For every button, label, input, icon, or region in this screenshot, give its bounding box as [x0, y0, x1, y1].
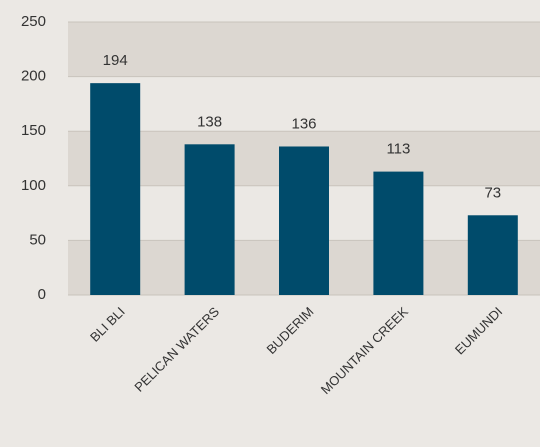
- bar: [184, 144, 235, 295]
- bar: [467, 215, 518, 295]
- y-tick-label: 0: [38, 286, 46, 303]
- y-tick-label: 200: [21, 68, 46, 85]
- bar: [373, 171, 424, 295]
- y-tick-label: 150: [21, 122, 46, 139]
- bar: [279, 146, 329, 295]
- value-label: 73: [484, 184, 501, 201]
- value-label: 138: [197, 113, 222, 130]
- value-label: 136: [291, 115, 316, 132]
- bar: [90, 83, 141, 295]
- y-tick-label: 250: [21, 13, 46, 30]
- y-tick-label: 50: [29, 231, 46, 248]
- y-tick-label: 100: [21, 177, 46, 194]
- value-label: 113: [386, 141, 410, 158]
- grid-band: [68, 76, 540, 132]
- grid-band: [68, 22, 540, 77]
- value-label: 194: [103, 52, 128, 69]
